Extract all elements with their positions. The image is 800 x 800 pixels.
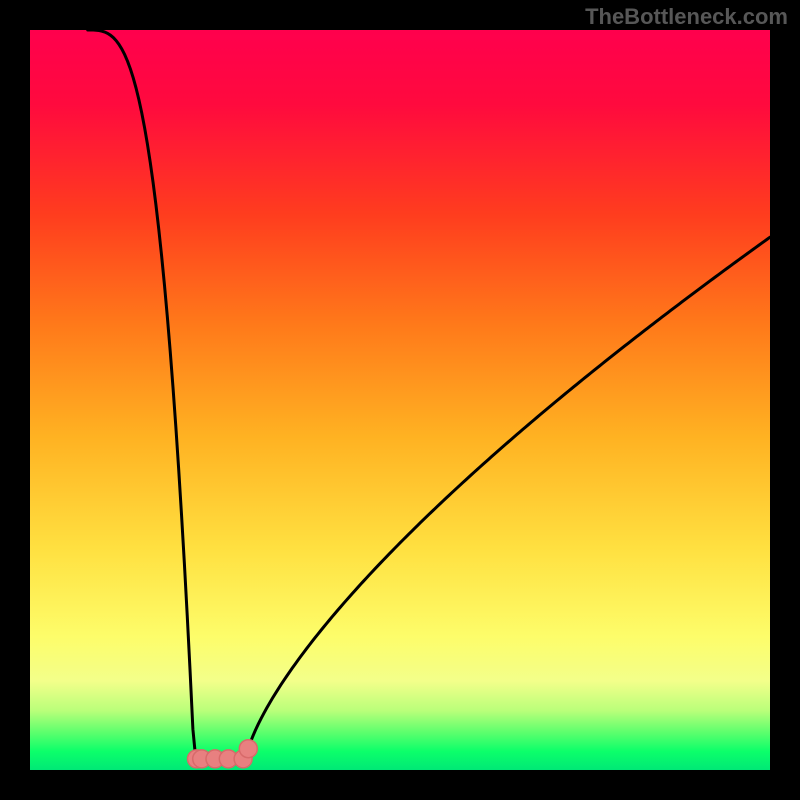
curve-marker [239,740,257,758]
chart-svg [0,0,800,800]
watermark-label: TheBottleneck.com [585,4,788,30]
plot-background [30,30,770,770]
bottleneck-chart: TheBottleneck.com [0,0,800,800]
